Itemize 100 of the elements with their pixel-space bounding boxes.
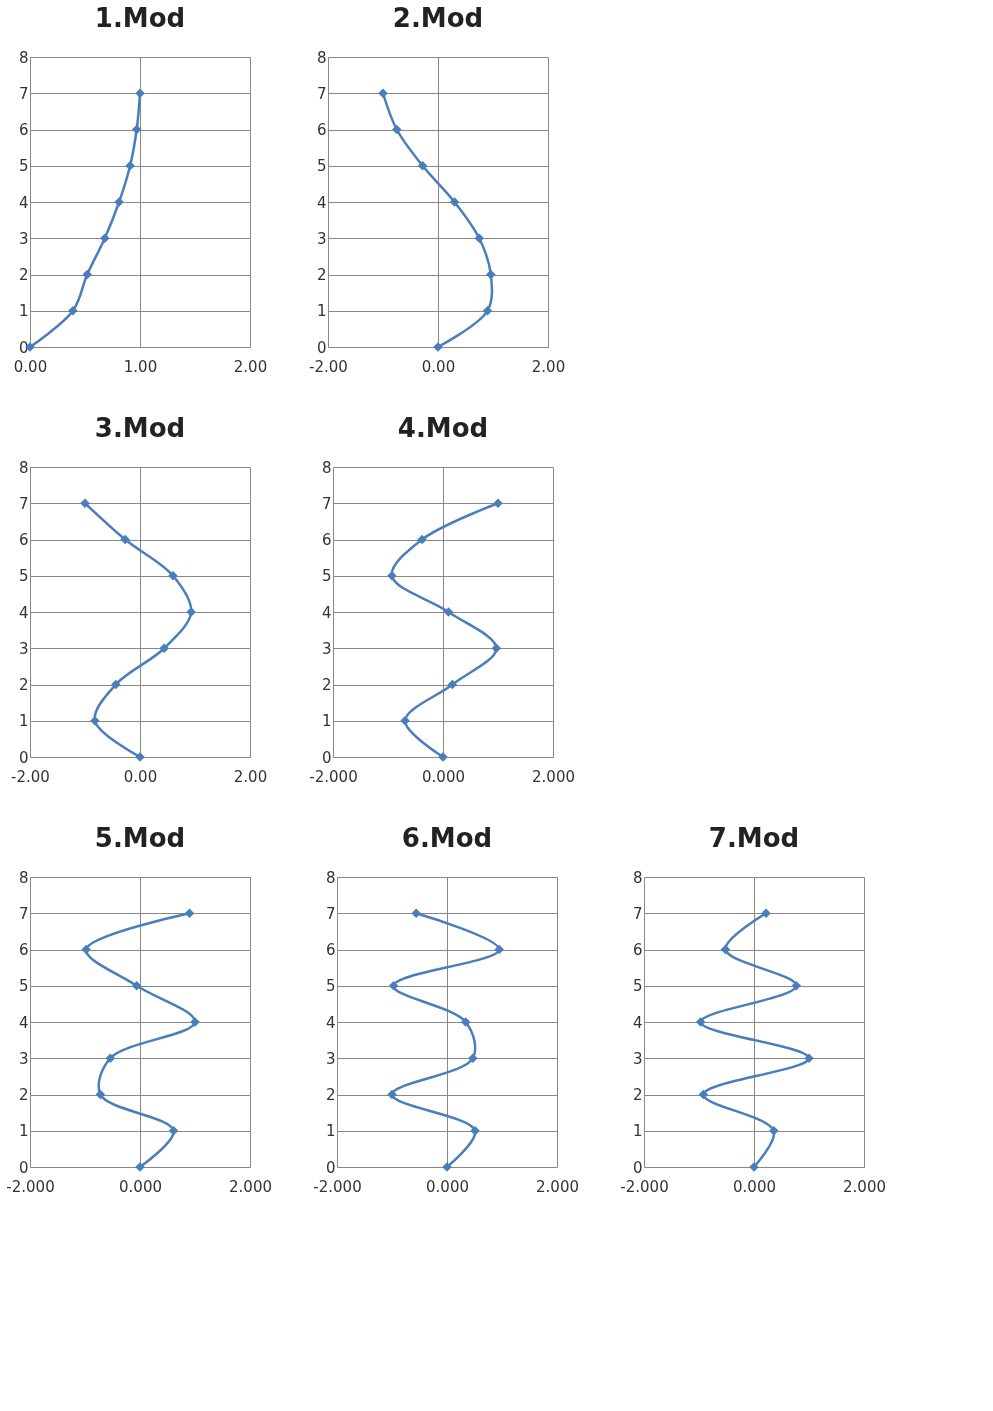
point xyxy=(159,643,169,653)
y-tick-label: 2 xyxy=(632,1086,643,1104)
y-tick-label: 1 xyxy=(632,1122,643,1141)
point xyxy=(100,233,110,243)
point xyxy=(791,981,802,991)
y-tick-label: 5 xyxy=(18,157,29,176)
y-tick-label: 4 xyxy=(321,603,332,622)
point xyxy=(482,306,493,316)
point xyxy=(125,161,135,171)
point xyxy=(82,269,92,280)
x-tick-label: 2.000 xyxy=(229,1177,272,1196)
point xyxy=(105,1053,116,1063)
chart-title: 4.Mod xyxy=(397,413,489,443)
y-tick-label: 8 xyxy=(18,868,29,887)
y-tick-label: 3 xyxy=(325,1049,336,1068)
y-tick-label: 3 xyxy=(321,639,332,658)
x-tick-label: 0.000 xyxy=(422,767,465,786)
point xyxy=(387,571,397,581)
y-tick-label: 7 xyxy=(18,904,29,923)
point xyxy=(95,1089,106,1100)
y-tick-label: 3 xyxy=(18,639,29,658)
y-tick-label: 1 xyxy=(18,712,29,731)
y-tick-label: 1 xyxy=(321,712,332,731)
y-tick-label: 6 xyxy=(316,121,327,139)
point xyxy=(400,716,410,726)
y-tick-label: 7 xyxy=(325,904,336,923)
y-tick-label: 2 xyxy=(18,676,29,694)
point xyxy=(494,944,504,955)
chart-title: 1.Mod xyxy=(94,3,186,33)
chart-title: 2.Mod xyxy=(392,3,484,33)
point xyxy=(443,607,454,617)
y-tick-label: 6 xyxy=(325,941,336,959)
x-tick-label: 0.00 xyxy=(421,357,456,376)
point xyxy=(486,269,496,280)
y-tick-label: 7 xyxy=(632,904,643,923)
y-tick-label: 0 xyxy=(321,748,332,767)
y-tick-label: 0 xyxy=(632,1158,643,1177)
point xyxy=(460,1017,471,1027)
point xyxy=(491,643,502,653)
y-tick-label: 7 xyxy=(18,84,29,103)
point xyxy=(81,944,91,955)
point xyxy=(387,1089,397,1100)
x-tick-label: -2.000 xyxy=(309,767,358,786)
y-tick-label: 5 xyxy=(325,977,336,996)
y-tick-label: 8 xyxy=(18,458,29,477)
point xyxy=(447,679,458,690)
y-tick-label: 5 xyxy=(316,157,327,176)
x-tick-label: 2.000 xyxy=(843,1177,886,1196)
x-tick-label: 0.000 xyxy=(733,1177,776,1196)
point xyxy=(417,534,427,545)
y-tick-label: 8 xyxy=(321,458,332,477)
y-tick-label: 4 xyxy=(18,1013,29,1032)
y-tick-label: 8 xyxy=(316,48,327,67)
x-tick-label: 1.00 xyxy=(123,357,158,376)
point xyxy=(411,908,421,918)
y-tick-label: 3 xyxy=(18,229,29,248)
x-tick-label: 2.000 xyxy=(532,767,575,786)
point xyxy=(468,1053,478,1063)
point xyxy=(761,908,771,918)
point xyxy=(111,679,121,690)
y-tick-label: 4 xyxy=(316,193,327,212)
point xyxy=(90,716,100,726)
y-tick-label: 8 xyxy=(632,868,643,887)
point xyxy=(131,981,142,991)
y-tick-label: 0 xyxy=(18,1158,29,1177)
point xyxy=(392,124,402,135)
y-tick-label: 2 xyxy=(321,676,332,694)
point xyxy=(388,981,399,991)
y-tick-label: 6 xyxy=(18,531,29,549)
y-tick-label: 5 xyxy=(18,977,29,996)
y-tick-label: 1 xyxy=(325,1122,336,1141)
point xyxy=(184,908,195,918)
x-tick-label: -2.000 xyxy=(6,1177,55,1196)
chart-title: 5.Mod xyxy=(94,823,186,853)
x-tick-label: 2.00 xyxy=(233,767,268,786)
y-tick-label: 1 xyxy=(18,1122,29,1141)
point xyxy=(470,1126,480,1136)
y-tick-label: 3 xyxy=(18,1049,29,1068)
point xyxy=(769,1126,779,1136)
y-tick-label: 3 xyxy=(316,229,327,248)
x-tick-label: 2.000 xyxy=(536,1177,579,1196)
y-tick-label: 2 xyxy=(325,1086,336,1104)
y-tick-label: 8 xyxy=(325,868,336,887)
x-tick-label: -2.000 xyxy=(313,1177,362,1196)
x-tick-label: 0.00 xyxy=(123,767,158,786)
point xyxy=(168,1126,179,1136)
y-tick-label: 5 xyxy=(18,567,29,586)
point xyxy=(474,233,484,243)
y-tick-label: 4 xyxy=(18,603,29,622)
point xyxy=(449,197,460,207)
x-tick-label: -2.000 xyxy=(620,1177,669,1196)
point xyxy=(131,124,142,135)
y-tick-label: 7 xyxy=(316,84,327,103)
chart-title: 3.Mod xyxy=(94,413,186,443)
y-tick-label: 6 xyxy=(632,941,643,959)
y-tick-label: 5 xyxy=(321,567,332,586)
y-tick-label: 2 xyxy=(316,266,327,284)
y-tick-label: 1 xyxy=(18,302,29,321)
y-tick-label: 4 xyxy=(325,1013,336,1032)
y-tick-label: 1 xyxy=(316,302,327,321)
